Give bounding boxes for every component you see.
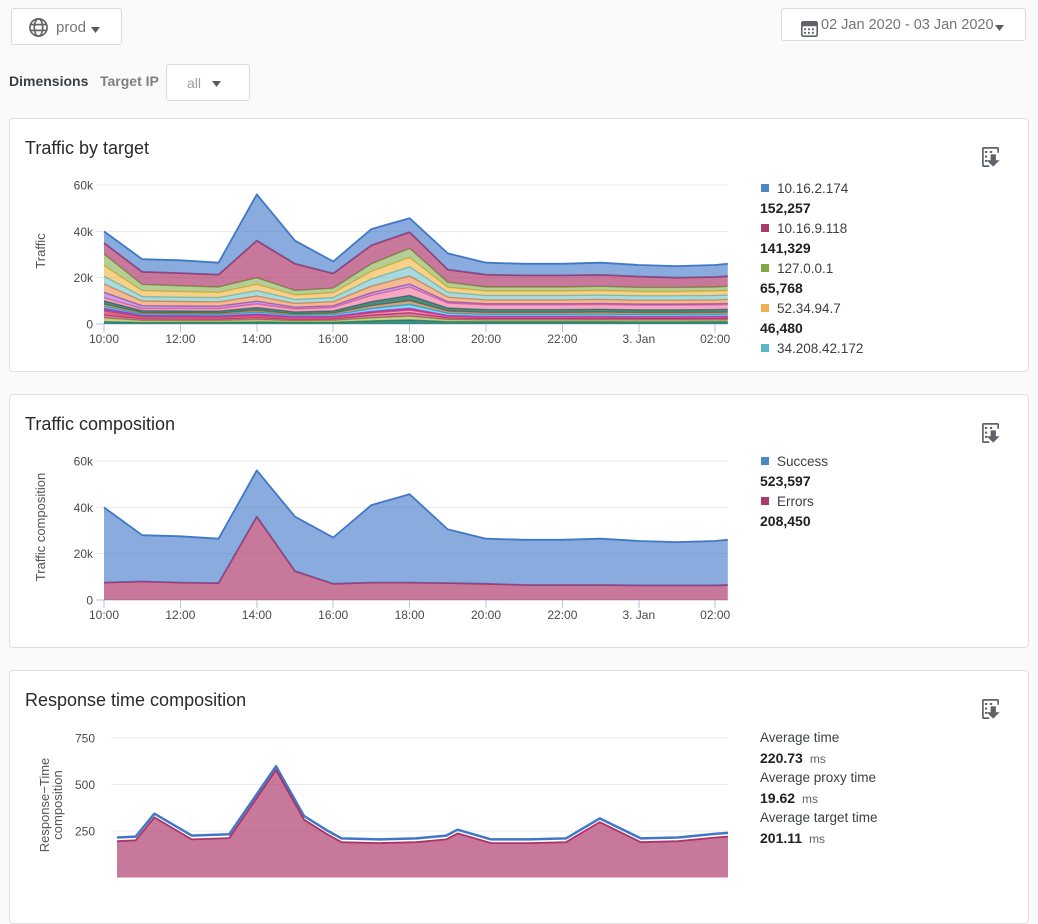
svg-text:20:00: 20:00 xyxy=(471,332,501,346)
svg-text:Traffic composition: Traffic composition xyxy=(33,473,48,581)
svg-text:10:00: 10:00 xyxy=(89,608,119,622)
svg-text:3. Jan: 3. Jan xyxy=(622,608,655,622)
svg-text:22:00: 22:00 xyxy=(547,332,577,346)
svg-text:750: 750 xyxy=(75,732,95,746)
svg-text:Response−Time: Response−Time xyxy=(37,758,52,853)
svg-text:0: 0 xyxy=(86,318,93,332)
svg-text:18:00: 18:00 xyxy=(395,608,425,622)
svg-text:60k: 60k xyxy=(74,455,94,469)
svg-text:40k: 40k xyxy=(74,225,94,239)
svg-text:16:00: 16:00 xyxy=(318,332,348,346)
svg-text:500: 500 xyxy=(75,778,95,792)
svg-text:14:00: 14:00 xyxy=(242,332,272,346)
svg-text:12:00: 12:00 xyxy=(165,332,195,346)
svg-text:14:00: 14:00 xyxy=(242,608,272,622)
svg-text:20:00: 20:00 xyxy=(471,608,501,622)
svg-text:10:00: 10:00 xyxy=(89,332,119,346)
svg-text:Traffic: Traffic xyxy=(33,233,48,269)
svg-text:22:00: 22:00 xyxy=(547,608,577,622)
svg-text:250: 250 xyxy=(75,825,95,839)
svg-text:20k: 20k xyxy=(74,547,94,561)
svg-text:3. Jan: 3. Jan xyxy=(622,332,655,346)
svg-text:20k: 20k xyxy=(74,271,94,285)
svg-text:12:00: 12:00 xyxy=(165,608,195,622)
svg-text:60k: 60k xyxy=(74,179,94,193)
svg-text:18:00: 18:00 xyxy=(395,332,425,346)
svg-text:16:00: 16:00 xyxy=(318,608,348,622)
svg-text:composition: composition xyxy=(50,770,65,839)
svg-text:02:00: 02:00 xyxy=(700,608,730,622)
svg-text:02:00: 02:00 xyxy=(700,332,730,346)
svg-text:0: 0 xyxy=(86,594,93,608)
svg-text:40k: 40k xyxy=(74,501,94,515)
